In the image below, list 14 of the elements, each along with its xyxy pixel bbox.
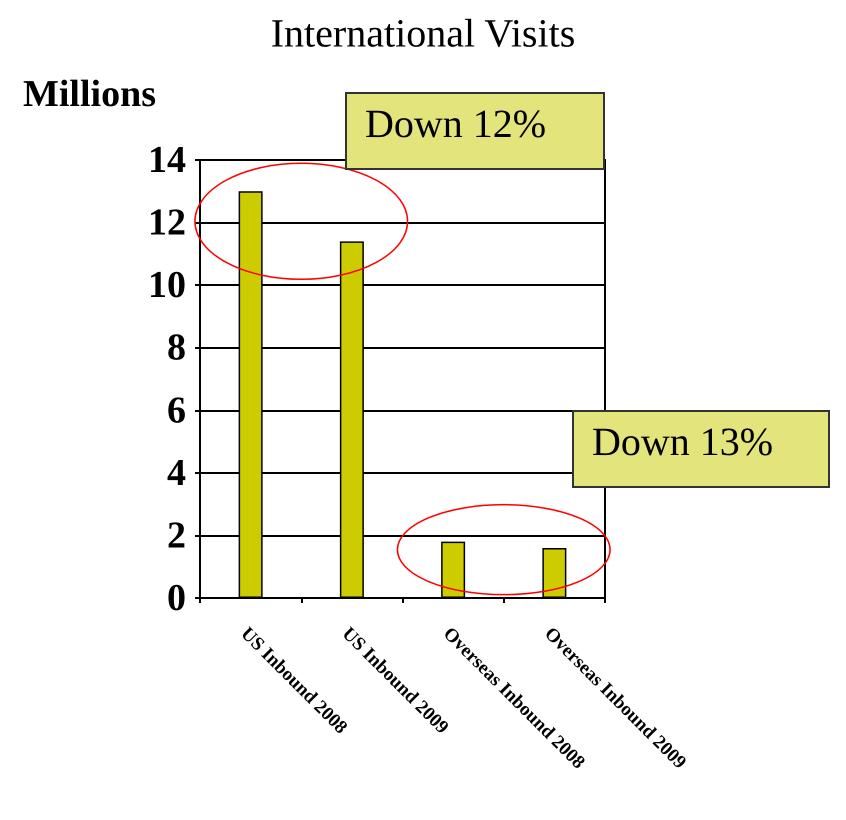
y-tick-label: 2 — [167, 514, 186, 556]
y-tick-label: 4 — [167, 452, 186, 494]
bar — [441, 542, 466, 598]
y-tick-label: 6 — [167, 389, 186, 432]
annotation: Down 13% — [572, 410, 830, 488]
bar — [542, 548, 566, 598]
y-tick-label: 0 — [167, 577, 186, 619]
y-tick-label: 12 — [148, 202, 186, 244]
text: Down 12% — [345, 92, 605, 170]
y-axis-title: Millions — [23, 73, 156, 115]
y-tick-label: 14 — [148, 139, 186, 181]
y-tick-label: 8 — [167, 326, 186, 369]
y-tick-label: 10 — [148, 264, 186, 306]
chart-title: International Visits — [270, 10, 576, 56]
